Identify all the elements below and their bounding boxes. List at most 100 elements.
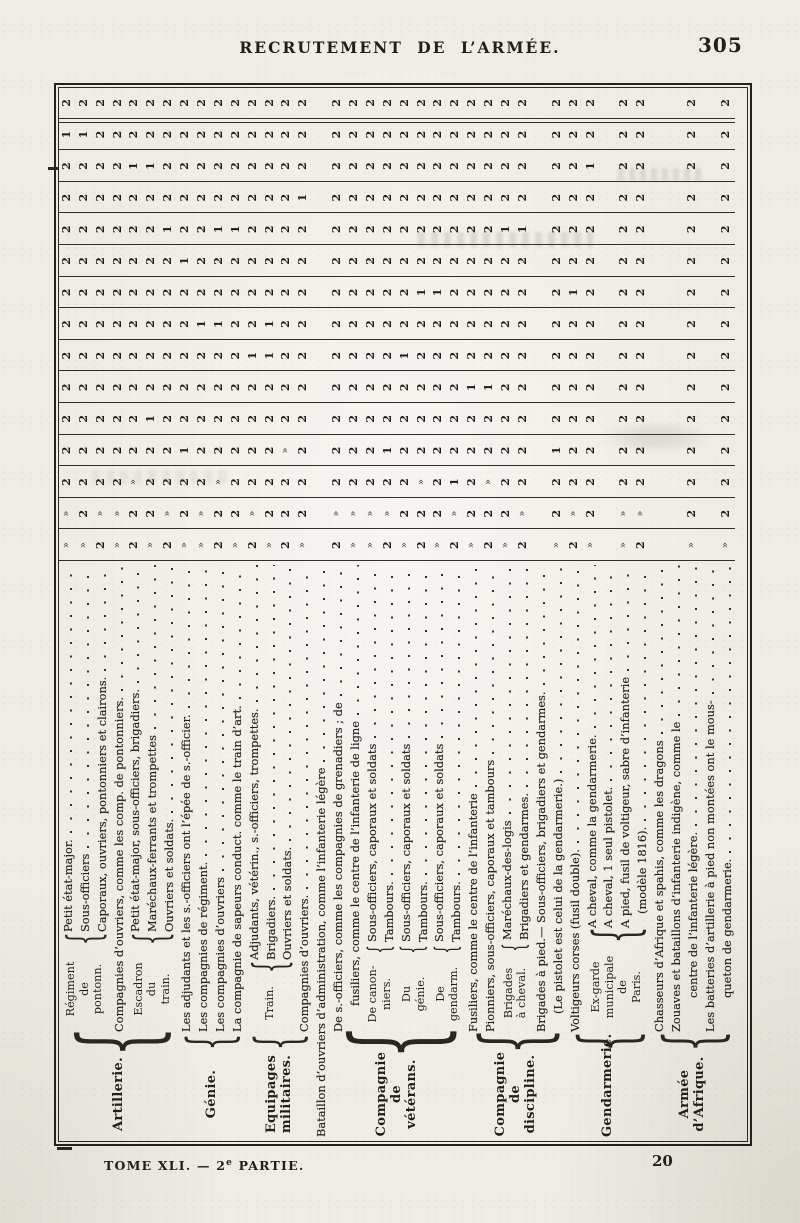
- value-cell: »: [196, 510, 208, 517]
- row-values: 2 » 2 1 2 2 2 2 2 2 2 2 2 2 2: [381, 87, 397, 561]
- block-rows: Sous-officiers, caporaux et soldats»» 2 2 2…: [363, 87, 397, 942]
- value-cell: 2: [76, 383, 90, 392]
- value-cell: 2: [76, 162, 90, 170]
- row-label: Maréchaux-ferrants et trompettes: [145, 735, 160, 932]
- group-brace: {: [57, 1026, 179, 1056]
- brace-glyph: {: [56, 932, 110, 946]
- value-cell: 2: [296, 446, 310, 455]
- value-cell: 2: [634, 225, 648, 234]
- brace-glyph: {: [395, 944, 431, 954]
- value-cell: 2: [161, 478, 175, 486]
- value-cell: »: [364, 542, 376, 549]
- value-cell: 2: [397, 509, 411, 518]
- value-cell: 2: [397, 288, 411, 297]
- value-cell: 2: [482, 193, 496, 202]
- value-cell: 2: [634, 446, 648, 455]
- value-cell: »: [128, 478, 140, 486]
- value-cell: 2: [515, 383, 529, 392]
- value-cell: 2: [127, 541, 141, 550]
- dot-leader: [171, 565, 174, 813]
- value-cell: 2: [127, 99, 141, 107]
- value-cell: 2: [178, 99, 192, 107]
- side-label: Ex-garde municipale de Paris.: [583, 942, 651, 1032]
- value-cell: 2: [566, 225, 580, 234]
- value-cell: 2: [414, 351, 428, 360]
- value-cell: 2: [296, 320, 310, 328]
- value-cell: 2: [499, 351, 513, 360]
- value-cell: »: [635, 510, 647, 517]
- value-cell: 2: [380, 225, 394, 234]
- value-cell: 2: [684, 446, 698, 455]
- dot-leader: [272, 565, 275, 890]
- value-cell: »: [229, 542, 241, 549]
- value-cell: 2: [245, 288, 259, 297]
- row-label: Sous-officiers, caporaux et soldats: [398, 743, 413, 942]
- value-cell: 2: [127, 193, 141, 202]
- value-cell: 2: [93, 541, 107, 550]
- value-cell: 1: [211, 320, 225, 328]
- value-cell: 2: [161, 193, 175, 202]
- value-cell: 2: [110, 130, 124, 139]
- row-values: » 2 2 2 2 2 2 2 2 2 2 2 1 2 2: [584, 87, 600, 561]
- row-values: 2 2 » 2 2 1 2 2 2 2 2 2 2 2 2: [482, 87, 498, 561]
- value-cell: 2: [448, 257, 462, 265]
- value-cell: 2: [245, 225, 259, 234]
- value-cell: 2: [228, 383, 242, 392]
- row-label: Petit état-major.: [60, 839, 75, 932]
- value-cell: 2: [515, 415, 529, 423]
- value-cell: 2: [110, 288, 124, 297]
- sub-brace: {: [497, 940, 532, 954]
- value-cell: »: [212, 478, 224, 486]
- value-cell: 2: [161, 415, 175, 423]
- value-cell: 2: [684, 320, 698, 328]
- value-cell: 2: [195, 99, 209, 107]
- value-cell: 2: [684, 509, 698, 518]
- value-cell: 2: [566, 130, 580, 139]
- row-values: » 2 2 1 2 2 2 2 2 1 2 2 2 2 2: [178, 87, 194, 561]
- column-rule: [59, 149, 735, 151]
- dot-leader: [559, 565, 562, 773]
- value-cell: 2: [617, 257, 631, 265]
- value-cell: 2: [178, 130, 192, 139]
- value-cell: 2: [228, 162, 242, 170]
- value-cell: 2: [93, 478, 107, 486]
- brace-glyph: {: [57, 1026, 180, 1057]
- value-cell: »: [297, 542, 309, 549]
- value-cell: »: [685, 542, 697, 549]
- value-cell: 2: [347, 225, 361, 234]
- value-cell: 2: [448, 446, 462, 455]
- value-cell: 2: [228, 320, 242, 328]
- value-cell: »: [719, 542, 731, 549]
- value-cell: 2: [178, 351, 192, 360]
- value-cell: 2: [211, 99, 225, 107]
- table-row: Brigadiers et gendarmes. 2 » 2 2 2 2 2 2 2 2 1 2 2 2 2: [515, 87, 532, 940]
- scan-mark: [48, 167, 59, 170]
- brace-glyph: {: [124, 932, 178, 946]
- value-cell: 2: [211, 509, 225, 518]
- dot-leader: [475, 565, 478, 788]
- value-cell: 2: [617, 415, 631, 423]
- value-cell: 2: [448, 383, 462, 392]
- value-cell: 2: [110, 193, 124, 202]
- dot-leader: [86, 565, 89, 848]
- table-row: Petit état-major, sous-officiers, brigad…: [127, 87, 144, 932]
- column-rule: [59, 338, 735, 340]
- value-cell: 2: [144, 130, 158, 139]
- side-label-line: municipale: [602, 955, 616, 1019]
- value-cell: 2: [448, 225, 462, 234]
- row-label: Tambours.: [415, 881, 430, 942]
- side-label: Régiment de pontonn.: [59, 946, 110, 1032]
- value-cell: 2: [59, 320, 73, 328]
- value-cell: 2: [76, 99, 90, 107]
- value-cell: 2: [414, 320, 428, 328]
- table-row: Ouvriers et soldats. 2 » 2 2 2 2 2 2 2 2 1 2 2 2 2: [160, 87, 177, 932]
- value-cell: 1: [583, 162, 597, 170]
- value-cell: 2: [245, 541, 259, 550]
- dot-leader: [694, 565, 697, 826]
- value-cell: 2: [465, 478, 479, 486]
- value-cell: 2: [718, 415, 732, 423]
- value-cell: 2: [482, 257, 496, 265]
- value-cell: 2: [617, 193, 631, 202]
- value-cell: 2: [617, 478, 631, 486]
- value-cell: 2: [684, 415, 698, 423]
